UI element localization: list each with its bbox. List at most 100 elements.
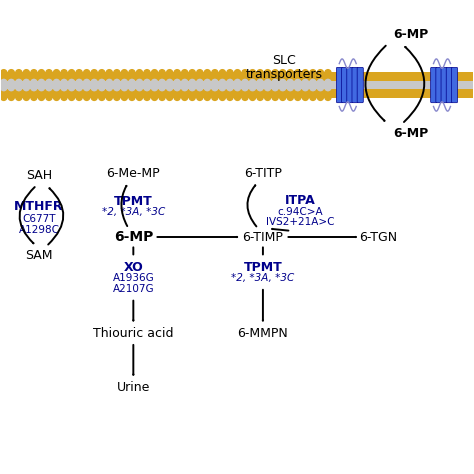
Circle shape — [257, 79, 263, 85]
Circle shape — [83, 79, 90, 85]
Circle shape — [137, 94, 143, 100]
Circle shape — [182, 70, 188, 76]
Circle shape — [46, 79, 52, 85]
Text: C677T: C677T — [22, 214, 56, 224]
Text: TPMT: TPMT — [114, 195, 153, 208]
Circle shape — [106, 70, 112, 76]
Circle shape — [0, 79, 7, 85]
Circle shape — [8, 94, 14, 100]
Circle shape — [159, 84, 165, 91]
Circle shape — [212, 94, 218, 100]
Circle shape — [302, 79, 309, 85]
Circle shape — [31, 70, 37, 76]
Circle shape — [38, 70, 45, 76]
Bar — [1, 72, 473, 82]
Circle shape — [242, 70, 248, 76]
Circle shape — [106, 84, 112, 91]
FancyBboxPatch shape — [347, 67, 353, 103]
Circle shape — [23, 84, 29, 91]
Circle shape — [287, 94, 293, 100]
Circle shape — [69, 79, 75, 85]
Circle shape — [235, 79, 240, 85]
Circle shape — [264, 84, 271, 91]
Circle shape — [197, 70, 203, 76]
Circle shape — [23, 70, 29, 76]
Circle shape — [280, 94, 286, 100]
Circle shape — [106, 94, 112, 100]
Circle shape — [257, 84, 263, 91]
Circle shape — [189, 84, 195, 91]
Circle shape — [144, 79, 150, 85]
Circle shape — [152, 84, 157, 91]
Circle shape — [114, 94, 120, 100]
Circle shape — [152, 70, 157, 76]
Circle shape — [310, 79, 316, 85]
Circle shape — [114, 79, 120, 85]
FancyBboxPatch shape — [431, 67, 437, 103]
Circle shape — [76, 79, 82, 85]
Circle shape — [227, 94, 233, 100]
Circle shape — [212, 84, 218, 91]
Text: ITPA: ITPA — [285, 194, 316, 207]
Circle shape — [99, 70, 105, 76]
Circle shape — [106, 79, 112, 85]
Circle shape — [159, 70, 165, 76]
Circle shape — [197, 94, 203, 100]
Circle shape — [227, 70, 233, 76]
Circle shape — [318, 79, 323, 85]
Circle shape — [99, 79, 105, 85]
Circle shape — [16, 84, 22, 91]
Circle shape — [280, 79, 286, 85]
Circle shape — [91, 84, 97, 91]
Circle shape — [137, 84, 143, 91]
Circle shape — [129, 70, 135, 76]
Circle shape — [302, 94, 309, 100]
Circle shape — [325, 70, 331, 76]
Circle shape — [137, 79, 143, 85]
Circle shape — [54, 94, 60, 100]
Circle shape — [264, 70, 271, 76]
Circle shape — [257, 70, 263, 76]
FancyBboxPatch shape — [446, 67, 452, 103]
Circle shape — [121, 79, 128, 85]
Text: 6-TITP: 6-TITP — [244, 167, 282, 180]
Circle shape — [166, 70, 173, 76]
Circle shape — [76, 94, 82, 100]
Circle shape — [121, 94, 128, 100]
Text: c.94C>A: c.94C>A — [278, 207, 323, 217]
Circle shape — [144, 94, 150, 100]
Circle shape — [318, 70, 323, 76]
FancyBboxPatch shape — [357, 67, 363, 103]
Circle shape — [227, 79, 233, 85]
Circle shape — [114, 70, 120, 76]
Circle shape — [76, 84, 82, 91]
Circle shape — [91, 94, 97, 100]
Circle shape — [16, 94, 22, 100]
Circle shape — [182, 94, 188, 100]
Circle shape — [249, 70, 255, 76]
Circle shape — [189, 79, 195, 85]
Circle shape — [280, 84, 286, 91]
Circle shape — [325, 79, 331, 85]
Circle shape — [257, 94, 263, 100]
Circle shape — [91, 70, 97, 76]
Circle shape — [197, 79, 203, 85]
Circle shape — [69, 70, 75, 76]
FancyBboxPatch shape — [436, 67, 442, 103]
Circle shape — [280, 70, 286, 76]
Bar — [1, 88, 473, 98]
Text: A1298C: A1298C — [18, 226, 60, 236]
Text: 6-MMPN: 6-MMPN — [237, 327, 288, 340]
Circle shape — [212, 70, 218, 76]
Circle shape — [287, 84, 293, 91]
Text: 6-MP: 6-MP — [394, 127, 429, 140]
Circle shape — [287, 79, 293, 85]
Circle shape — [144, 70, 150, 76]
Circle shape — [242, 94, 248, 100]
Circle shape — [295, 94, 301, 100]
Circle shape — [121, 84, 128, 91]
FancyBboxPatch shape — [451, 67, 457, 103]
Circle shape — [166, 79, 173, 85]
FancyBboxPatch shape — [352, 67, 358, 103]
Circle shape — [16, 70, 22, 76]
